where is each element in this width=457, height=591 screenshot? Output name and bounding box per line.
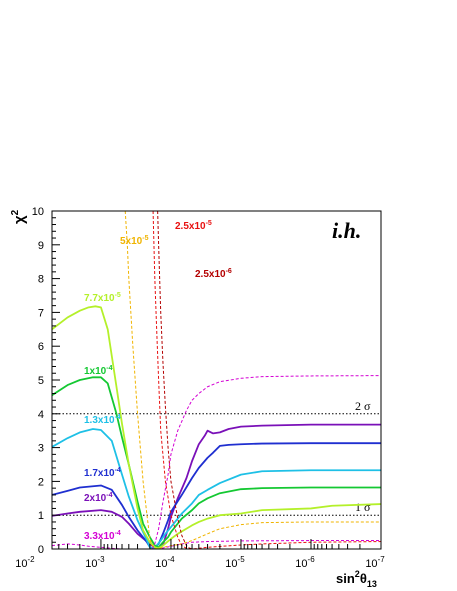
axes-layer: 0 1 2 3 4 5 6 7 8 9 10 10-2 10-3 10-4 10-5 10-6 10-7 xyxy=(15,206,385,570)
y-tick-label: 5 xyxy=(38,375,44,387)
series-layer xyxy=(52,211,381,549)
series-label-6: 5x10-5 xyxy=(120,235,149,247)
y-tick-label: 8 xyxy=(38,274,44,286)
y-tick-label: 6 xyxy=(38,341,44,353)
series-line-9 xyxy=(151,375,381,549)
series-line-0 xyxy=(52,540,381,549)
x-tick-label: 10-2 xyxy=(15,555,35,570)
series-line-7 xyxy=(152,211,381,549)
x-axis-title-theta: θ xyxy=(360,571,367,586)
series-label-3: 1.3x10-4 xyxy=(84,414,121,426)
series-labels-layer: 3.3x10-4 2x10-4 1.7x10-4 1.3x10-4 1x10-4 7.7x… xyxy=(84,220,232,542)
x-tick-label: 10-7 xyxy=(365,555,385,570)
series-label-0: 3.3x10-4 xyxy=(84,530,121,542)
panel-label: i.h. xyxy=(332,218,361,243)
reference-line-label-1: 1 σ xyxy=(355,500,371,514)
series-line-8 xyxy=(157,211,381,549)
series-label-5: 7.7x10-5 xyxy=(84,292,121,304)
series-label-7: 2.5x10-5 xyxy=(175,220,212,232)
y-tick-label: 1 xyxy=(38,510,44,522)
y-axis-title-sup: 2 xyxy=(10,209,21,215)
x-tick-label: 10-5 xyxy=(225,555,245,570)
y-tick-label: 9 xyxy=(38,240,44,252)
y-tick-label: 3 xyxy=(38,443,44,455)
x-axis-title-base: sin xyxy=(336,571,355,586)
series-line-2 xyxy=(52,442,381,549)
series-line-4 xyxy=(52,376,381,549)
y-tick-label: 7 xyxy=(38,307,44,319)
y-tick-label: 2 xyxy=(38,476,44,488)
series-line-5 xyxy=(52,305,381,549)
reference-line-label-0: 2 σ xyxy=(355,399,371,413)
x-tick-label: 10-4 xyxy=(155,555,175,570)
x-tick-label: 10-6 xyxy=(295,555,315,570)
y-axis-title-base: χ xyxy=(11,215,28,224)
series-line-6 xyxy=(124,211,381,549)
y-tick-label: 0 xyxy=(38,544,44,556)
x-axis-title-sup: 2 xyxy=(355,569,360,579)
series-label-8: 2.5x10-6 xyxy=(195,268,232,280)
x-axis-title: sin2θ13 xyxy=(336,569,377,589)
series-label-1: 2x10-4 xyxy=(84,492,113,504)
x-tick-label: 10-3 xyxy=(85,555,105,570)
x-axis-title-sub: 13 xyxy=(367,579,377,589)
y-tick-label: 10 xyxy=(32,206,44,218)
y-tick-label: 4 xyxy=(38,409,44,421)
y-axis-title: χ2 xyxy=(10,209,28,224)
series-label-4: 1x10-4 xyxy=(84,365,113,377)
series-label-2: 1.7x10-4 xyxy=(84,467,121,479)
